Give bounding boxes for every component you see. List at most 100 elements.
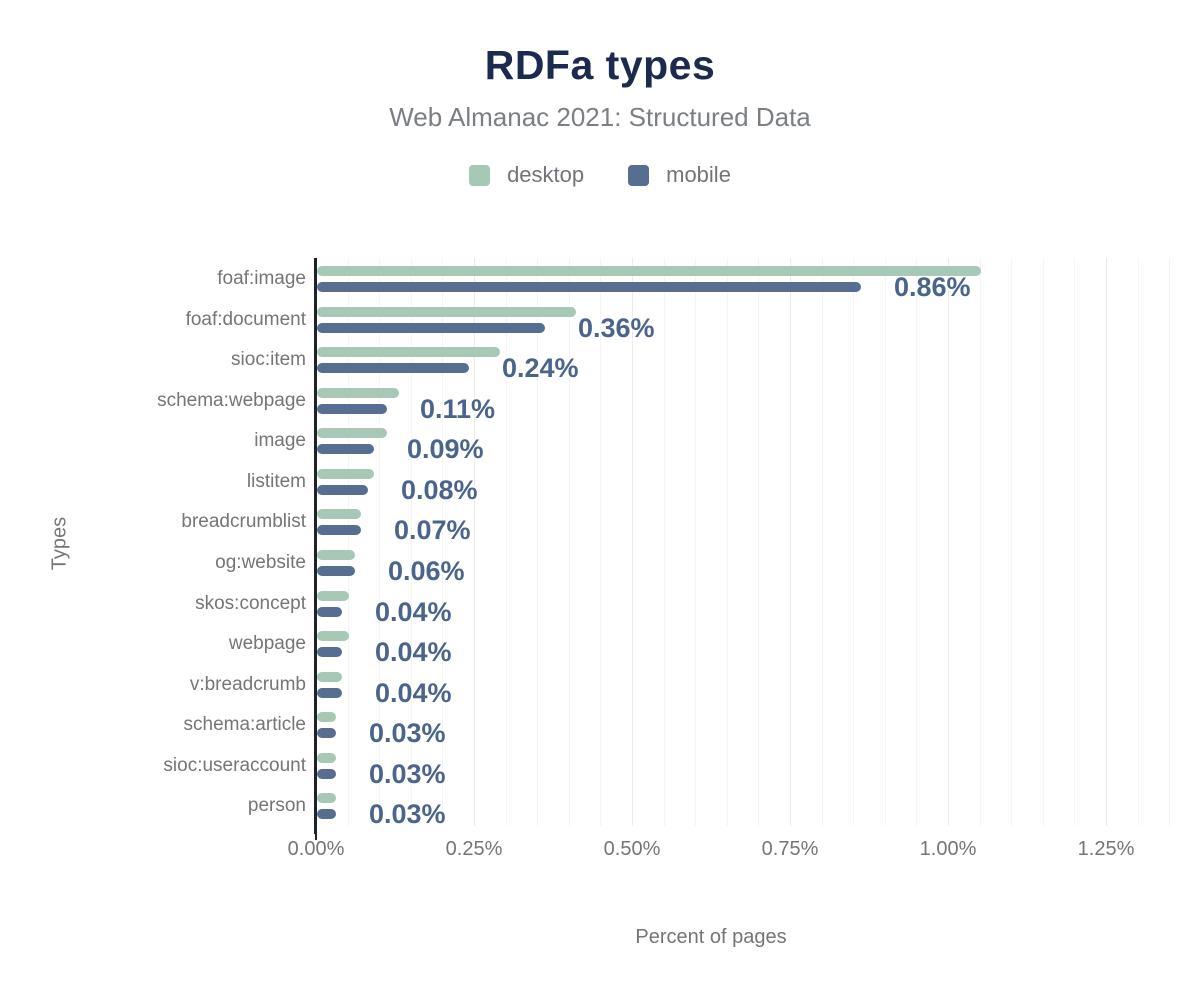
minor-gridline (1074, 258, 1075, 826)
category-label: schema:article (183, 713, 307, 735)
desktop-bar (317, 265, 981, 276)
desktop-bar (317, 468, 374, 479)
minor-gridline (1011, 258, 1012, 826)
desktop-bar (317, 711, 336, 722)
bar-row: foaf:document 0.36% (186, 299, 1186, 342)
major-gridline (632, 258, 633, 826)
minor-gridline (664, 258, 665, 826)
minor-gridline (758, 258, 759, 826)
desktop-bar (317, 752, 336, 763)
mobile-bar (317, 281, 861, 292)
minor-gridline (727, 258, 728, 826)
desktop-bar (317, 508, 361, 519)
value-label: 0.08% (401, 474, 478, 505)
x-tick-label: 0.00% (287, 838, 345, 860)
y-axis-title: Types (48, 516, 71, 571)
legend-item-desktop: desktop (469, 162, 584, 188)
mobile-bar (317, 362, 469, 373)
mobile-bar (317, 646, 342, 657)
category-label: schema:webpage (157, 389, 306, 411)
desktop-bar (317, 549, 355, 560)
minor-gridline (1043, 258, 1044, 826)
x-axis-title: Percent of pages (635, 926, 787, 948)
value-label: 0.06% (388, 555, 465, 586)
y-axis-line (314, 258, 317, 834)
bar-row: sioc:item 0.24% (231, 339, 1186, 383)
bar-row: person 0.03% (248, 785, 1186, 828)
minor-gridline (885, 258, 886, 826)
category-label: skos:concept (195, 592, 306, 614)
mobile-bar (317, 727, 336, 738)
category-label: listitem (246, 470, 306, 492)
mobile-bar (317, 322, 545, 333)
value-label: 0.04% (375, 677, 452, 708)
value-label: 0.03% (369, 717, 446, 748)
legend-swatch-desktop (469, 164, 491, 186)
x-tick-label: 0.50% (603, 838, 661, 860)
desktop-bar (317, 590, 349, 601)
bar-row: breadcrumblist 0.07% (181, 501, 1186, 545)
legend-label-desktop: desktop (507, 162, 585, 187)
bar-row: v:breadcrumb 0.04% (190, 664, 1186, 708)
minor-gridline (1138, 258, 1139, 826)
category-label: og:website (215, 551, 306, 573)
chart-subtitle: Web Almanac 2021: Structured Data (389, 102, 811, 132)
minor-gridline (506, 258, 507, 826)
x-tick-label: 0.25% (445, 838, 503, 860)
category-label: image (254, 429, 306, 451)
category-label: breadcrumblist (181, 510, 306, 532)
legend: desktop mobile (0, 161, 1200, 189)
value-label: 0.07% (394, 514, 471, 545)
minor-gridline (379, 258, 380, 826)
category-label: sioc:useraccount (163, 754, 306, 776)
legend-label-mobile: mobile (666, 162, 731, 187)
bar-row: image 0.09% (254, 420, 1186, 464)
mobile-bar (317, 403, 387, 414)
major-gridline (1106, 258, 1107, 826)
desktop-bar (317, 306, 576, 317)
minor-gridline (822, 258, 823, 826)
chart-title: RDFa types (484, 42, 716, 88)
minor-gridline (980, 258, 981, 826)
value-label: 0.03% (369, 758, 446, 789)
bar-row: schema:webpage 0.11% (157, 380, 1186, 424)
minor-gridline (600, 258, 601, 826)
category-label: foaf:image (217, 267, 306, 289)
category-label: webpage (228, 632, 306, 654)
value-label: 0.86% (894, 271, 971, 302)
category-label: person (247, 794, 306, 816)
value-label: 0.04% (375, 636, 452, 667)
mobile-bar (317, 565, 355, 576)
value-label: 0.09% (407, 433, 484, 464)
minor-gridline (411, 258, 412, 826)
x-tick-label: 1.25% (1077, 838, 1135, 860)
minor-gridline (916, 258, 917, 826)
mobile-bar (317, 768, 336, 779)
minor-gridline (348, 258, 349, 826)
category-label: v:breadcrumb (189, 673, 306, 695)
minor-gridline (442, 258, 443, 826)
legend-item-mobile: mobile (628, 162, 731, 188)
bar-row: skos:concept 0.04% (195, 583, 1186, 627)
desktop-bar (317, 671, 342, 682)
plot-area: foaf:image 0.86% foaf:document 0.36% sioc:it… (157, 258, 1186, 828)
value-label: 0.04% (375, 596, 452, 627)
major-gridline (474, 258, 475, 826)
value-label: 0.11% (420, 393, 496, 424)
desktop-bar (317, 387, 399, 398)
bar-row: og:website 0.06% (215, 542, 1186, 586)
desktop-bar (317, 792, 336, 803)
value-label: 0.24% (502, 352, 579, 383)
major-gridline (948, 258, 949, 826)
category-label: foaf:document (185, 308, 306, 330)
minor-gridline (695, 258, 696, 826)
mobile-bar (317, 808, 336, 819)
mobile-bar (317, 443, 374, 454)
minor-gridline (569, 258, 570, 826)
mobile-bar (317, 687, 342, 698)
bar-row: webpage 0.04% (229, 623, 1186, 667)
bar-row: sioc:useraccount 0.03% (163, 745, 1186, 789)
x-tick-mark (315, 834, 317, 840)
minor-gridline (537, 258, 538, 826)
